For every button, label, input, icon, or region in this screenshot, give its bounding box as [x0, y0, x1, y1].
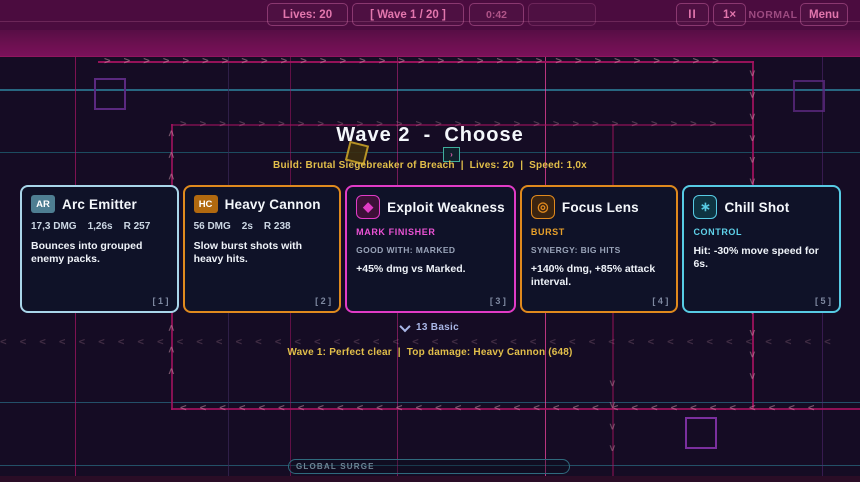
card-stats: 56 DMG 2s R 238 [193, 221, 291, 232]
global-surge-meter: GLOBAL SURGE [288, 459, 570, 474]
card-description: +140% dmg, +85% attack interval. [530, 263, 656, 289]
enemy-path [171, 408, 860, 410]
wave-timer: 0:42 [469, 3, 524, 26]
card-title: Focus Lens [561, 199, 639, 215]
card-pool-label: 13 Basic [416, 322, 459, 333]
card-header: ◎ Focus Lens [530, 195, 668, 219]
map-cell-marker [685, 417, 717, 449]
card-hotkey-label: [ 3 ] [489, 296, 506, 306]
path-arrows-down: >>>> [606, 380, 618, 467]
card-header: HC Heavy Cannon [193, 195, 331, 213]
card-stats: 17,3 DMG 1,26s R 257 [31, 221, 151, 232]
card-description: Slow burst shots with heavy hits. [193, 240, 303, 266]
chevron-down-icon [399, 320, 411, 332]
upgrade-card-row: AR Arc Emitter 17,3 DMG 1,26s R 257 Bounce… [20, 185, 841, 313]
enemy-path [98, 61, 754, 63]
grid-line [0, 152, 860, 153]
menu-button[interactable]: Menu [800, 3, 848, 26]
grid-line [0, 402, 860, 403]
gem-icon: ◆ [356, 195, 381, 219]
card-tag: MARK FINISHER [356, 227, 436, 237]
topbar: Lives: 20 [ Wave 1 / 20 ] 0:42 II 1× NOR… [0, 0, 860, 30]
choice-card[interactable]: AR Arc Emitter 17,3 DMG 1,26s R 257 Bounce… [20, 185, 179, 313]
grid-line [0, 89, 860, 91]
enemy-marker: › [443, 147, 460, 162]
target-icon: ◎ [530, 195, 555, 219]
card-hotkey-label: [ 5 ] [814, 296, 831, 306]
map-cell-marker [94, 78, 126, 110]
choice-card[interactable]: ◆ Exploit Weakness MARK FINISHER GOOD WI… [345, 185, 516, 313]
card-synergy: SYNERGY: BIG HITS [530, 245, 621, 255]
snowflake-icon: ∗ [693, 195, 718, 219]
card-header: ∗ Chill Shot [693, 195, 830, 219]
wave-choose-title: Wave 2 - Choose [336, 124, 524, 146]
card-hotkey-label: [ 2 ] [315, 296, 332, 306]
wave-display: [ Wave 1 / 20 ] [352, 3, 464, 26]
card-header: ◆ Exploit Weakness [356, 195, 505, 219]
bottom-strip [0, 476, 860, 482]
card-pool-expander[interactable]: 13 Basic [0, 320, 860, 333]
progress-chip [528, 3, 596, 26]
card-hotkey-label: [ 1 ] [152, 296, 169, 306]
difficulty-label[interactable]: NORMAL [748, 8, 798, 21]
map-cell-marker [793, 80, 825, 112]
card-title: Exploit Weakness [387, 199, 505, 215]
card-tag: BURST [530, 227, 565, 237]
build-summary: Build: Brutal Siegebreaker of Breach | L… [273, 160, 587, 171]
choice-card[interactable]: HC Heavy Cannon 56 DMG 2s R 238 Slow burst… [182, 185, 342, 313]
lives-display: Lives: 20 [267, 3, 348, 26]
global-surge-label: GLOBAL SURGE [296, 462, 375, 471]
card-description: Bounces into grouped enemy packs. [31, 240, 143, 266]
card-hotkey-label: [ 4 ] [652, 296, 669, 306]
card-badge: AR [31, 195, 55, 213]
card-tag: CONTROL [693, 227, 743, 237]
last-wave-summary: Wave 1: Perfect clear | Top damage: Heav… [287, 347, 573, 358]
card-header: AR Arc Emitter [31, 195, 168, 213]
card-description: +45% dmg vs Marked. [356, 263, 466, 275]
choice-card[interactable]: ◎ Focus Lens BURST SYNERGY: BIG HITS +14… [519, 185, 679, 313]
card-badge: HC [193, 195, 218, 213]
card-title: Arc Emitter [62, 196, 137, 212]
card-title: Chill Shot [724, 199, 790, 215]
topbar-band [0, 30, 860, 57]
card-description: Hit: -30% move speed for 6s. [693, 245, 819, 271]
card-title: Heavy Cannon [224, 196, 321, 212]
path-arrows-left: <<<<<<<<<<<<<<<<<<<<<<<<<<<<<<<<< [180, 402, 828, 414]
card-synergy: GOOD WITH: MARKED [356, 245, 456, 255]
choice-card[interactable]: ∗ Chill Shot CONTROL Hit: -30% move spee… [682, 185, 841, 313]
pause-button[interactable]: II [676, 3, 709, 26]
speed-toggle-button[interactable]: 1× [713, 3, 746, 26]
